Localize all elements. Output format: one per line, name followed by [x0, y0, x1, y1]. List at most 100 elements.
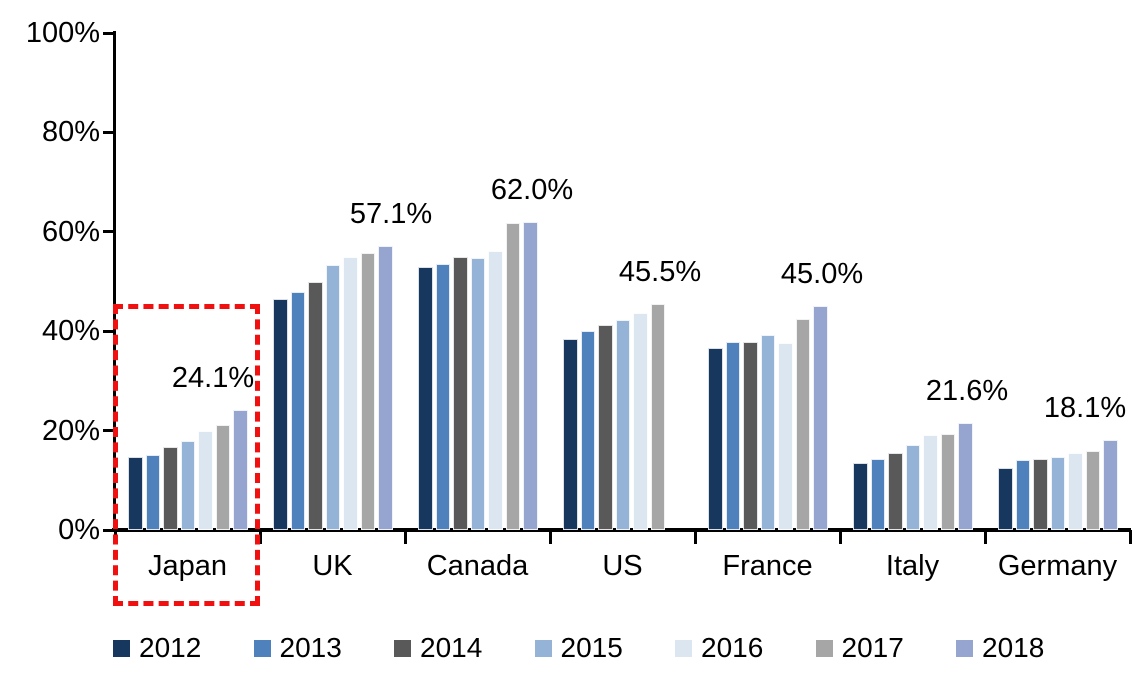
- bar-uk-2014: [308, 281, 323, 530]
- bar-italy-2012: [853, 462, 868, 530]
- y-axis-tick-label: 20%: [41, 414, 100, 447]
- legend-swatch-2016: [675, 639, 692, 657]
- y-axis-tick-mark: [103, 528, 115, 532]
- bar-germany-2018: [1103, 440, 1118, 530]
- legend-label-2016: 2016: [701, 632, 764, 663]
- bar-japan-2018: [233, 410, 248, 530]
- bar-germany-2016: [1068, 452, 1083, 530]
- value-label-canada: 62.0%: [490, 173, 574, 206]
- category-label-us: US: [602, 550, 643, 582]
- category-label-italy: Italy: [885, 550, 940, 582]
- bar-france-2012: [708, 348, 723, 530]
- legend-label-2017: 2017: [841, 632, 904, 663]
- value-label-us: 45.5%: [618, 255, 702, 288]
- category-label-japan: Japan: [147, 550, 227, 582]
- x-axis-tick-mark: [1128, 530, 1132, 544]
- bar-france-2013: [725, 342, 740, 530]
- y-axis-tick-label: 60%: [41, 215, 100, 248]
- legend-label-2018: 2018: [982, 632, 1045, 663]
- bar-italy-2016: [923, 435, 938, 530]
- legend-label-2013: 2013: [279, 632, 342, 663]
- legend-swatch-2013: [253, 639, 271, 657]
- bar-france-2018: [813, 306, 828, 530]
- bar-uk-2012: [273, 298, 288, 530]
- y-axis-tick-mark: [103, 329, 115, 333]
- value-label-germany: 18.1%: [1043, 392, 1127, 425]
- legend-swatch-2015: [534, 639, 552, 657]
- bar-japan-2014: [163, 447, 178, 530]
- x-axis-tick-mark: [403, 530, 407, 544]
- y-axis-line: [113, 31, 116, 530]
- legend-swatch-2017: [815, 639, 833, 657]
- bar-uk-2016: [343, 257, 358, 530]
- bar-uk-2017: [360, 252, 375, 530]
- bar-us-2015: [615, 319, 630, 530]
- category-label-germany: Germany: [997, 550, 1118, 582]
- y-axis-tick-mark: [103, 429, 115, 433]
- y-axis-tick-mark: [103, 31, 115, 35]
- legend-swatch-2012: [113, 639, 130, 657]
- bar-us-2014: [598, 325, 613, 530]
- y-axis-tick-label: 0%: [58, 514, 100, 546]
- bar-italy-2015: [905, 445, 920, 530]
- value-label-japan: 24.1%: [171, 362, 255, 395]
- value-label-uk: 57.1%: [349, 198, 433, 231]
- x-axis-line: [112, 528, 1131, 532]
- bar-germany-2012: [998, 467, 1013, 530]
- bar-canada-2017: [505, 222, 520, 530]
- bar-japan-2016: [198, 431, 213, 530]
- bar-italy-2014: [888, 452, 903, 530]
- category-label-canada: Canada: [426, 550, 529, 582]
- bar-canada-2013: [435, 264, 450, 530]
- bar-canada-2018: [523, 221, 538, 530]
- bar-italy-2018: [958, 422, 973, 530]
- bar-france-2014: [743, 342, 758, 530]
- bar-japan-2013: [145, 454, 160, 530]
- bar-france-2017: [795, 318, 810, 530]
- y-axis-tick-label: 80%: [41, 116, 100, 149]
- value-label-france: 45.0%: [780, 258, 864, 291]
- legend-item-2017: 2017: [815, 631, 904, 665]
- category-label-france: France: [722, 550, 813, 582]
- bar-france-2015: [760, 334, 775, 530]
- y-axis-tick-label: 40%: [41, 315, 100, 348]
- bar-japan-2012: [128, 456, 143, 530]
- legend-item-2018: 2018: [956, 631, 1044, 665]
- x-axis-tick-mark: [693, 530, 697, 544]
- legend-item-2014: 2014: [394, 631, 482, 665]
- bar-uk-2015: [325, 264, 340, 530]
- bar-uk-2013: [290, 291, 305, 530]
- x-axis-tick-mark: [113, 530, 117, 544]
- bar-germany-2013: [1015, 459, 1030, 530]
- legend-swatch-2014: [394, 639, 411, 657]
- bar-canada-2014: [453, 257, 468, 530]
- x-axis-tick-mark: [983, 530, 987, 544]
- legend-swatch-2018: [956, 639, 973, 657]
- bar-japan-2015: [180, 440, 195, 530]
- bar-us-2017: [650, 303, 665, 530]
- bar-japan-2017: [215, 425, 230, 530]
- bar-us-2013: [580, 331, 595, 530]
- bar-italy-2013: [870, 458, 885, 530]
- bar-germany-2015: [1050, 456, 1065, 530]
- bar-france-2016: [778, 343, 793, 530]
- bar-uk-2018: [378, 246, 393, 530]
- value-label-italy: 21.6%: [925, 374, 1009, 407]
- legend-label-2012: 2012: [139, 632, 202, 663]
- y-axis-tick-mark: [103, 130, 115, 134]
- legend-item-2012: 2012: [113, 631, 201, 665]
- y-axis-tick-mark: [103, 230, 115, 234]
- x-axis-tick-mark: [258, 530, 262, 544]
- bar-us-2016: [633, 313, 648, 530]
- bar-germany-2014: [1033, 458, 1048, 530]
- bar-canada-2015: [470, 258, 485, 530]
- legend-item-2013: 2013: [253, 631, 342, 665]
- legend-label-2015: 2015: [560, 632, 623, 663]
- legend-item-2016: 2016: [675, 631, 763, 665]
- y-axis-tick-label: 100%: [25, 17, 100, 49]
- x-axis-tick-mark: [838, 530, 842, 544]
- bar-us-2012: [563, 339, 578, 530]
- legend-label-2014: 2014: [420, 632, 483, 663]
- x-axis-tick-mark: [548, 530, 552, 544]
